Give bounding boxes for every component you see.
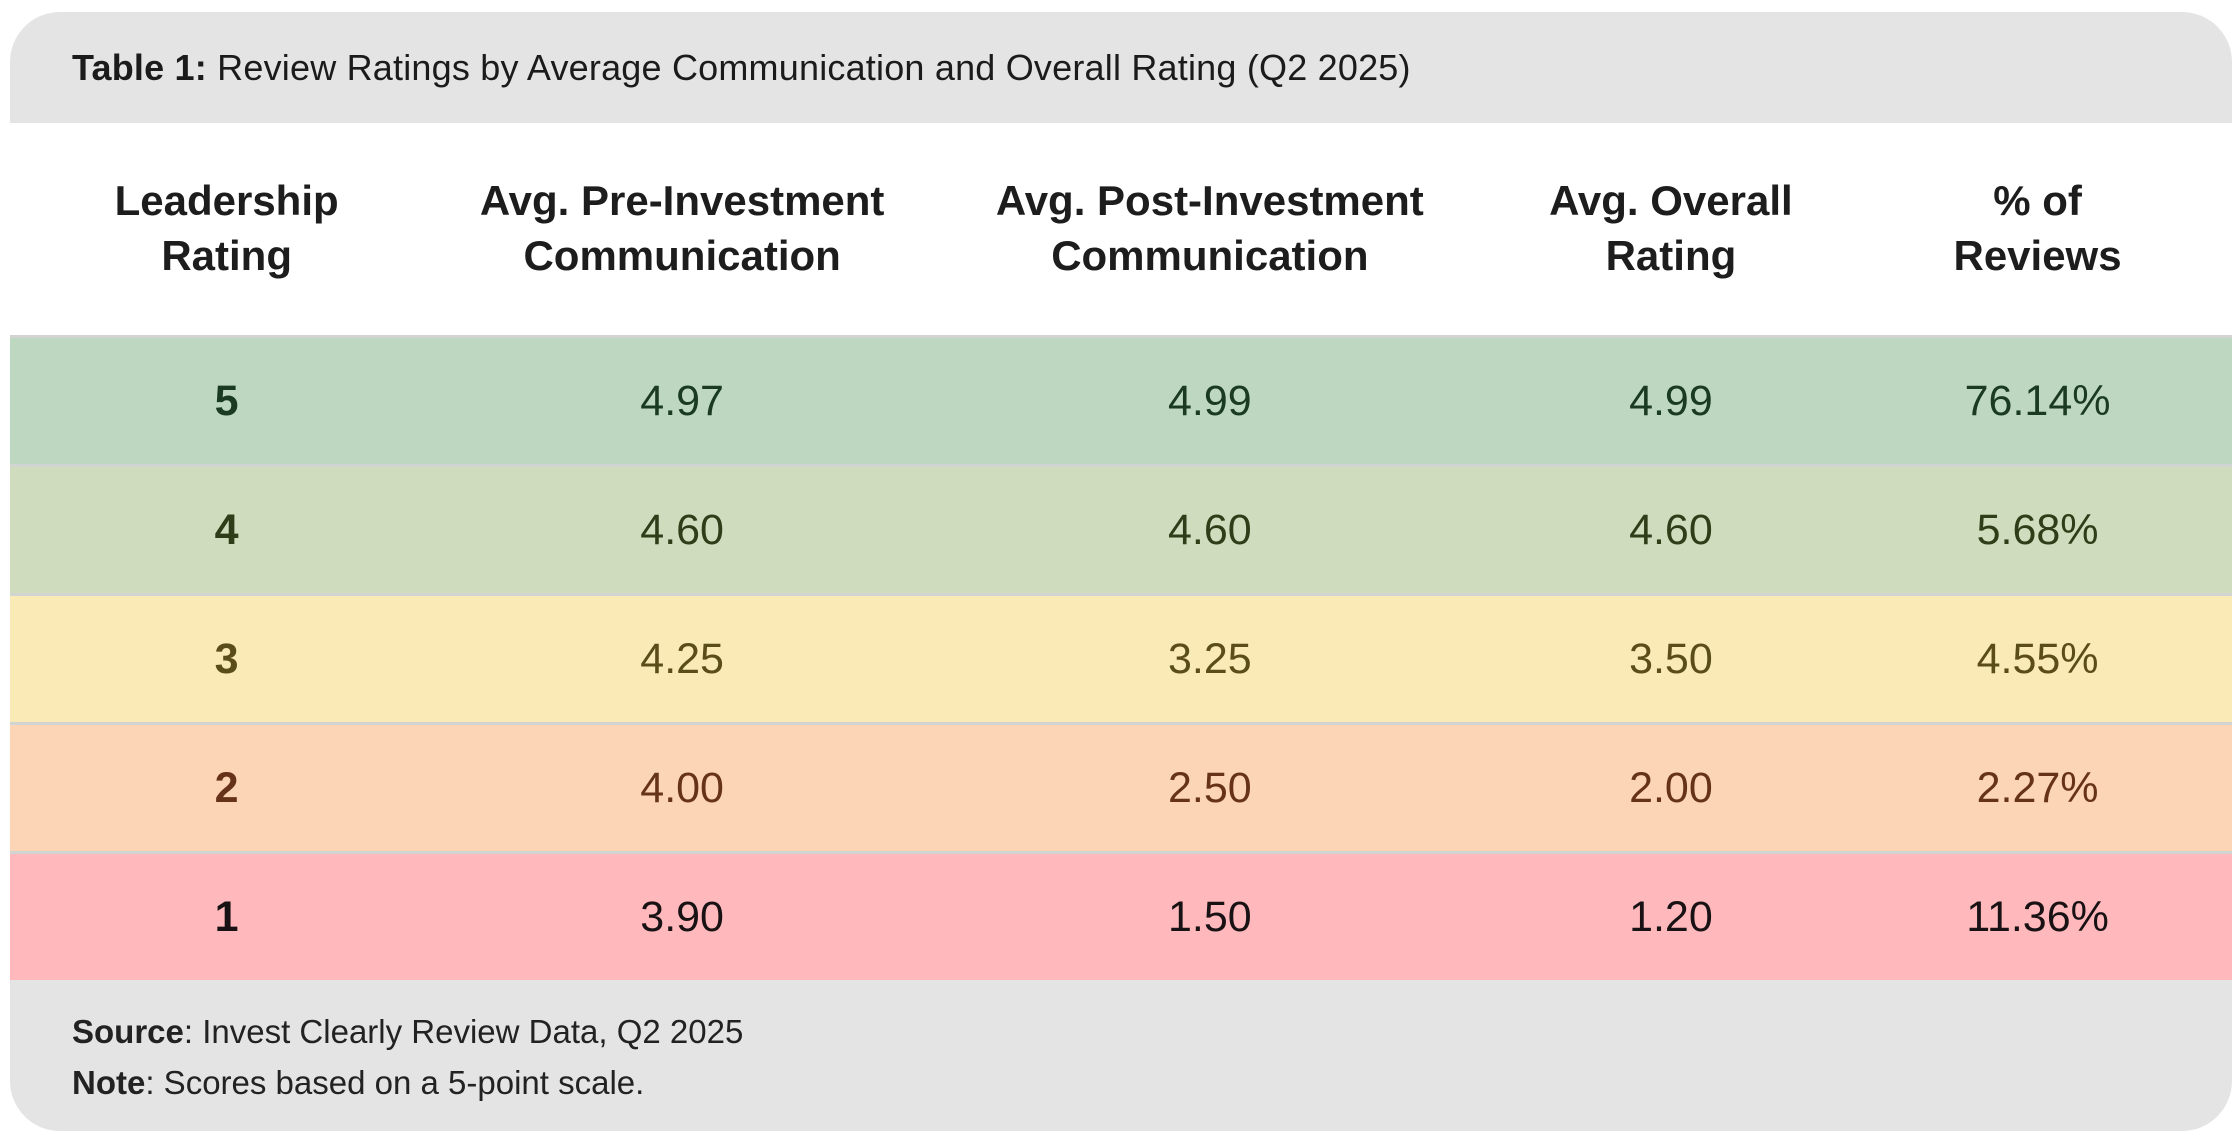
cell-overall-rating: 2.00 (1629, 763, 1713, 812)
note-label: Note (72, 1064, 146, 1102)
cell-percent-of-reviews: 76.14% (1964, 376, 2111, 425)
table-figure-card: Table 1: Review Ratings by Average Commu… (10, 12, 2232, 1131)
cell-percent-of-reviews: 2.27% (1976, 763, 2099, 812)
cell-leadership-rating: 5 (214, 376, 239, 425)
source-text: : Invest Clearly Review Data, Q2 2025 (183, 1013, 744, 1050)
table-row-rating-2: 2 4.00 2.50 2.00 2.27% (10, 722, 2232, 851)
column-header-percent-of-reviews: % of Reviews (1843, 174, 2232, 283)
cell-leadership-rating: 3 (214, 634, 239, 683)
cell-leadership-rating: 2 (214, 763, 239, 812)
source-line: Source: Invest Clearly Review Data, Q2 2… (72, 1006, 2170, 1057)
cell-post-investment: 4.60 (1168, 505, 1252, 554)
cell-percent-of-reviews: 4.55% (1976, 634, 2099, 683)
cell-pre-investment: 4.60 (640, 505, 724, 554)
cell-post-investment: 3.25 (1168, 634, 1252, 683)
table-title-prefix: Table 1: (72, 46, 207, 88)
header-line: Rating (161, 232, 292, 279)
cell-overall-rating: 4.60 (1629, 505, 1713, 554)
column-header-pre-investment-communication: Avg. Pre-Investment Communication (443, 174, 921, 283)
cell-post-investment: 2.50 (1168, 763, 1252, 812)
cell-overall-rating: 1.20 (1629, 892, 1713, 941)
column-header-post-investment-communication: Avg. Post-Investment Communication (921, 174, 1499, 283)
source-label: Source (72, 1013, 184, 1050)
header-line: % of (1993, 177, 2082, 225)
note-line: Note: Scores based on a 5-point scale. (72, 1057, 2170, 1108)
cell-percent-of-reviews: 5.68% (1976, 505, 2099, 554)
table-footer: Source: Invest Clearly Review Data, Q2 2… (10, 980, 2232, 1131)
table-row-rating-3: 3 4.25 3.25 3.50 4.55% (10, 593, 2232, 722)
column-header-overall-rating: Avg. Overall Rating (1499, 174, 1843, 283)
header-line: Avg. Pre-Investment (479, 177, 885, 225)
cell-pre-investment: 3.90 (640, 892, 724, 941)
header-line: Avg. Overall (1549, 177, 1793, 225)
header-line: Rating (1605, 232, 1737, 279)
header-line: Leadership (114, 177, 339, 225)
table-row-rating-5: 5 4.97 4.99 4.99 76.14% (10, 335, 2232, 464)
cell-overall-rating: 3.50 (1629, 634, 1713, 683)
header-line: Communication (1051, 232, 1369, 279)
column-header-leadership-rating: Leadership Rating (10, 174, 443, 283)
note-text: : Scores based on a 5-point scale. (145, 1064, 645, 1102)
table-row-rating-1: 1 3.90 1.50 1.20 11.36% (10, 851, 2232, 980)
table-header-row: Leadership Rating Avg. Pre-Investment Co… (10, 123, 2232, 335)
table-title: Table 1: Review Ratings by Average Commu… (72, 47, 1411, 89)
cell-leadership-rating: 4 (214, 505, 239, 554)
cell-percent-of-reviews: 11.36% (1966, 892, 2109, 941)
cell-post-investment: 4.99 (1168, 376, 1252, 425)
cell-post-investment: 1.50 (1168, 892, 1252, 941)
header-line: Avg. Post-Investment (995, 177, 1424, 225)
header-line: Communication (523, 232, 841, 279)
table-title-bar: Table 1: Review Ratings by Average Commu… (10, 12, 2232, 123)
cell-pre-investment: 4.00 (640, 763, 724, 812)
table-row-rating-4: 4 4.60 4.60 4.60 5.68% (10, 464, 2232, 593)
cell-pre-investment: 4.25 (640, 634, 724, 683)
cell-overall-rating: 4.99 (1629, 376, 1713, 425)
header-line: Reviews (1953, 232, 2122, 279)
cell-leadership-rating: 1 (214, 892, 239, 941)
table-title-text: Review Ratings by Average Communication … (206, 46, 1411, 88)
cell-pre-investment: 4.97 (640, 376, 724, 425)
